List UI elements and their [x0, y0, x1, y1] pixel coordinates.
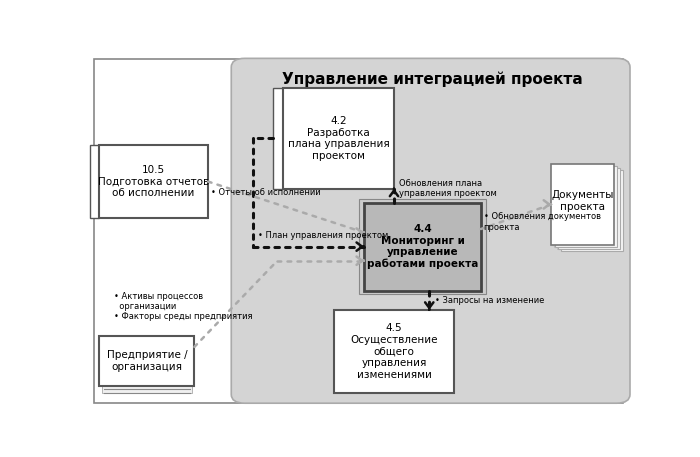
Text: Предприятие /
организация: Предприятие / организация: [106, 350, 187, 372]
Text: Обновления плана
управления проектом: Обновления плана управления проектом: [400, 179, 497, 198]
Text: 4.5
Осуществление
общего
управления
изменениями: 4.5 Осуществление общего управления изме…: [350, 323, 438, 379]
Bar: [554, 166, 617, 247]
FancyBboxPatch shape: [231, 58, 630, 403]
Bar: [283, 88, 394, 189]
Bar: [102, 386, 193, 393]
Text: • План управления проектом: • План управления проектом: [258, 231, 389, 239]
Bar: [561, 170, 624, 251]
Text: 10.5
Подготовка отчетов
об исполнении: 10.5 Подготовка отчетов об исполнении: [98, 165, 209, 198]
Bar: [558, 168, 620, 249]
Text: • Отчеты об исполнении: • Отчеты об исполнении: [211, 187, 321, 197]
Text: • Обновления документов
проекта: • Обновления документов проекта: [484, 213, 601, 232]
Bar: [552, 164, 614, 245]
Bar: [90, 144, 99, 218]
Bar: [99, 144, 208, 218]
Text: 4.2
Разработка
плана управления
проектом: 4.2 Разработка плана управления проектом: [288, 116, 389, 161]
Text: Документы
проекта: Документы проекта: [552, 190, 614, 212]
Text: • Активы процессов
  организации
• Факторы среды предприятия: • Активы процессов организации • Факторы…: [113, 292, 252, 321]
Text: • Запросы на изменение: • Запросы на изменение: [435, 296, 544, 305]
Bar: [99, 336, 195, 386]
Text: Управление интеграцией проекта: Управление интеграцией проекта: [281, 72, 582, 87]
Text: 4.4
Мониторинг и
управление
работами проекта: 4.4 Мониторинг и управление работами про…: [367, 224, 478, 269]
Bar: [358, 199, 486, 294]
Bar: [102, 386, 193, 389]
Bar: [335, 310, 454, 393]
Bar: [364, 202, 481, 291]
Bar: [273, 88, 283, 189]
